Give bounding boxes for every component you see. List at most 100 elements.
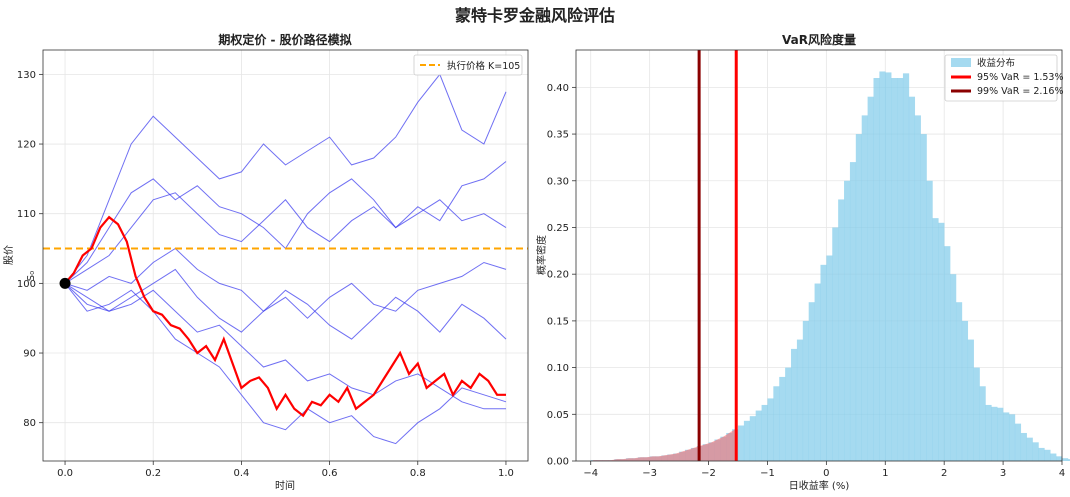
- right-x-axis-label: 日收益率 (%): [789, 479, 850, 492]
- histogram-bar: [820, 264, 827, 461]
- var-histogram-chart: −4 −3 −2 −1 0 1 2 3 4 0.00 0.05 0.10 0.15 0.20 0.25 0.3…: [535, 32, 1070, 492]
- legend-hist-swatch: [951, 58, 971, 67]
- histogram-bar: [879, 71, 886, 461]
- left-y-tick-label: 120: [17, 140, 36, 151]
- left-y-tick-label: 90: [23, 349, 36, 360]
- histogram-bar: [891, 78, 898, 462]
- histogram-bar: [796, 339, 804, 461]
- histogram-bar: [849, 162, 857, 461]
- right-x-tick-label: 3: [1000, 468, 1006, 479]
- histogram-bar: [855, 134, 863, 461]
- histogram-bar: [773, 386, 780, 461]
- price-paths-chart: 0.0 0.2 0.4 0.6 0.8 1.0 80 90 100 110 120 130 期权定价 …: [3, 32, 529, 492]
- histogram-bar: [955, 302, 963, 461]
- right-x-tick-label: 4: [1059, 468, 1065, 479]
- legend-strike-label: 执行价格 K=105: [447, 60, 520, 72]
- left-x-tick-label: 0.8: [410, 468, 426, 479]
- right-y-tick-label: 0.40: [547, 83, 569, 94]
- right-x-tick-label: 1: [882, 468, 888, 479]
- left-plot-area: [43, 73, 528, 445]
- histogram-bar: [914, 115, 921, 461]
- right-ticks: −4 −3 −2 −1 0 1 2 3 4 0.00 0.05 0.10 0.15 0.20 0.25 0.3…: [547, 83, 1065, 479]
- histogram-bar: [1038, 447, 1045, 461]
- histogram-bar: [791, 348, 798, 461]
- left-y-tick-label: 130: [17, 70, 36, 81]
- histogram-bar: [802, 320, 809, 461]
- right-x-tick-label: −2: [701, 468, 716, 479]
- right-legend: 收益分布 95% VaR = 1.53% 99% VaR = 2.16%: [944, 54, 1064, 102]
- right-y-tick-label: 0.20: [547, 270, 569, 281]
- left-y-tick-label: 110: [17, 209, 36, 220]
- histogram-bar: [932, 218, 939, 461]
- histogram-bar: [938, 222, 945, 461]
- histogram-bar: [1026, 437, 1033, 461]
- left-x-tick-label: 0.6: [322, 468, 338, 479]
- left-x-tick-label: 0.0: [57, 468, 73, 479]
- histogram-bar: [961, 320, 969, 461]
- right-x-tick-label: −3: [642, 468, 657, 479]
- right-y-tick-label: 0.00: [547, 457, 569, 468]
- left-axes-frame: [42, 49, 529, 462]
- left-x-tick-label: 0.4: [233, 468, 249, 479]
- histogram-bar: [767, 398, 774, 461]
- simulated-path-line: [64, 192, 507, 284]
- histogram-bar: [885, 72, 892, 462]
- histogram-bar: [985, 404, 992, 461]
- histogram-bar: [908, 96, 916, 461]
- simulated-path-line: [64, 268, 507, 340]
- histogram-bar: [873, 78, 880, 462]
- histogram-bar: [743, 420, 751, 461]
- right-y-tick-label: 0.25: [547, 223, 569, 234]
- histogram-bar: [967, 339, 974, 461]
- left-x-tick-label: 0.2: [145, 468, 161, 479]
- histogram-bar: [785, 367, 792, 461]
- right-legend-box: [944, 54, 1058, 102]
- histogram-bar: [950, 274, 957, 461]
- left-y-axis-label: 股价: [3, 245, 15, 265]
- left-legend-box: [413, 54, 523, 76]
- histogram-bar: [861, 115, 868, 461]
- left-x-tick-label: 1.0: [498, 468, 514, 479]
- histogram-bar: [979, 386, 986, 461]
- histogram-bar: [761, 404, 768, 461]
- histogram-bar: [844, 180, 851, 461]
- start-point-marker: [59, 277, 71, 289]
- histogram-bar: [944, 246, 951, 461]
- simulated-path-line: [64, 283, 507, 445]
- histogram-bar: [1050, 453, 1057, 461]
- right-x-tick-label: −1: [760, 468, 775, 479]
- histogram-bar: [1020, 432, 1027, 461]
- histogram-bar: [1014, 423, 1022, 461]
- legend-hist-label: 收益分布: [977, 57, 1015, 69]
- right-chart-title: VaR风险度量: [782, 32, 856, 47]
- histogram-bar: [902, 73, 910, 461]
- right-x-tick-label: 2: [941, 468, 947, 479]
- right-y-tick-label: 0.10: [547, 363, 569, 374]
- right-axes-frame: [575, 49, 1063, 462]
- figure-title: 蒙特卡罗金融风险评估: [455, 6, 615, 25]
- right-y-axis-label: 概率密度: [535, 235, 548, 275]
- histogram-bar: [1008, 414, 1016, 461]
- histogram-bar: [808, 302, 815, 461]
- histogram-bar: [897, 78, 904, 462]
- histogram-bar: [1067, 459, 1070, 461]
- left-plot-background: [43, 50, 528, 461]
- histogram-bar: [926, 180, 933, 461]
- left-grid: [43, 50, 528, 461]
- histogram-bar: [1003, 412, 1010, 461]
- histogram-bar: [749, 416, 756, 461]
- histogram-bar: [826, 255, 833, 461]
- legend-var95-label: 95% VaR = 1.53%: [977, 72, 1064, 83]
- left-x-axis-label: 时间: [275, 479, 295, 492]
- simulated-path-line: [64, 73, 507, 284]
- legend-var99-label: 99% VaR = 2.16%: [977, 86, 1064, 97]
- histogram-bar: [738, 425, 745, 461]
- left-ticks: 0.0 0.2 0.4 0.6 0.8 1.0 80 90 100 110 120 130: [17, 70, 514, 479]
- histogram-bar: [779, 376, 786, 461]
- right-y-tick-label: 0.15: [547, 316, 569, 327]
- right-y-tick-label: 0.30: [547, 176, 569, 187]
- histogram-bar: [814, 283, 821, 461]
- s0-annotation: S₀: [26, 271, 37, 281]
